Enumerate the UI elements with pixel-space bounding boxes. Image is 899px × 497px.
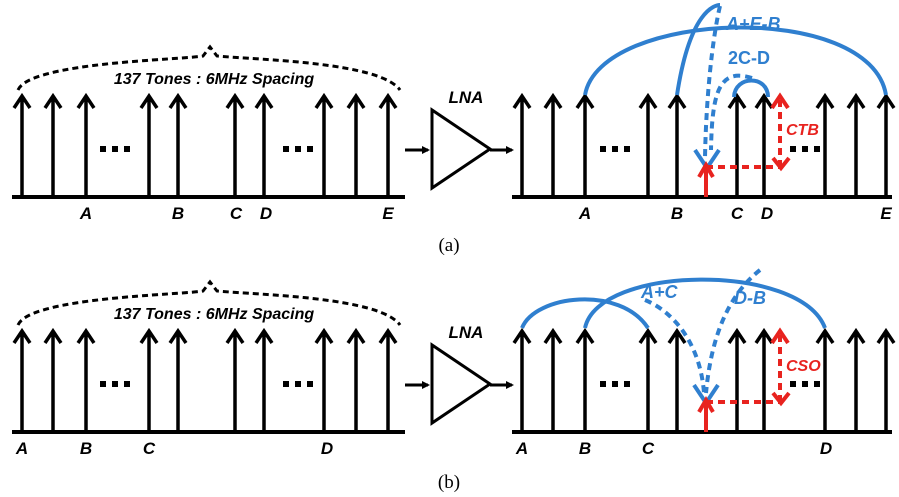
- product-label-a1: A+E-B: [725, 14, 781, 34]
- lna-label-a: LNA: [449, 88, 484, 107]
- tone-arrow: [346, 327, 366, 432]
- distortion-marks-a: [697, 92, 791, 197]
- tone-arrow: [667, 92, 687, 197]
- distortion-label-a: CTB: [786, 122, 819, 139]
- tone-arrow: [815, 92, 835, 197]
- lna-triangle-b: [430, 342, 493, 426]
- tone-arrow: [254, 92, 274, 197]
- ellipsis-b: [100, 381, 313, 387]
- tone-label: A: [515, 439, 528, 458]
- tone-arrow: [314, 327, 334, 432]
- tone-arrow: [754, 92, 774, 197]
- product-dashed-b: [644, 268, 762, 394]
- panel-a: 137 Tones : 6MHz Spacing A B C D E LNA: [12, 3, 896, 256]
- tone-label: E: [382, 204, 394, 223]
- tone-label: A: [578, 204, 591, 223]
- tone-arrow: [815, 327, 835, 432]
- product-dashed-a: [703, 5, 753, 159]
- tone-arrow: [727, 92, 747, 197]
- tone-arrow: [346, 92, 366, 197]
- tone-label: B: [80, 439, 92, 458]
- output-ellipsis-a: [600, 146, 820, 152]
- tone-arrow: [727, 327, 747, 432]
- tone-arrow: [543, 92, 563, 197]
- tone-arrow: [225, 327, 245, 432]
- span-label-b: 137 Tones : 6MHz Spacing: [114, 306, 315, 323]
- tone-arrow: [638, 92, 658, 197]
- tone-arrow: [638, 327, 658, 432]
- tone-label: B: [671, 204, 683, 223]
- caption-b: (b): [438, 472, 460, 493]
- tone-arrow: [12, 92, 32, 197]
- tone-label: C: [230, 204, 243, 223]
- product-arcs-b: [520, 277, 827, 330]
- output-tones-b: [512, 327, 896, 432]
- output-ellipsis-b: [600, 381, 820, 387]
- tone-arrow: [512, 327, 532, 432]
- tone-arrow: [575, 327, 595, 432]
- span-brace-b: [16, 279, 402, 326]
- span-brace-a: [16, 44, 402, 91]
- tone-label: D: [761, 204, 773, 223]
- tone-arrow: [314, 92, 334, 197]
- tone-label: D: [820, 439, 832, 458]
- tone-label: A: [15, 439, 28, 458]
- tone-arrow: [76, 327, 96, 432]
- product-label-b1: A+C: [640, 282, 679, 302]
- arc-b-to-e: [675, 3, 721, 96]
- panel-b: 137 Tones : 6MHz Spacing A B C D LNA: [12, 268, 896, 493]
- tone-label: B: [579, 439, 591, 458]
- tone-label: D: [321, 439, 333, 458]
- tone-arrow: [512, 92, 532, 197]
- tone-arrow: [168, 327, 188, 432]
- tone-arrow: [43, 327, 63, 432]
- tone-arrow: [876, 92, 896, 197]
- arc-a-to-c: [520, 297, 650, 330]
- tone-arrow: [667, 327, 687, 432]
- tone-arrow: [254, 327, 274, 432]
- tone-arrow: [139, 92, 159, 197]
- tone-arrow: [876, 327, 896, 432]
- tone-arrow: [225, 92, 245, 197]
- lna-label-b: LNA: [449, 323, 484, 342]
- lna-triangle-a: [430, 107, 493, 191]
- arc-b-to-d: [583, 277, 827, 329]
- tone-arrow: [846, 327, 866, 432]
- tone-arrow: [168, 92, 188, 197]
- distortion-marks-b: [697, 327, 791, 432]
- arc-c-loop: [732, 78, 770, 98]
- tone-label: C: [143, 439, 156, 458]
- tone-label: E: [880, 204, 892, 223]
- tone-arrow: [378, 92, 398, 197]
- caption-a: (a): [438, 235, 459, 256]
- product-arcs-a: [583, 3, 888, 98]
- tone-arrow: [543, 327, 563, 432]
- tone-arrow: [12, 327, 32, 432]
- tone-arrow: [575, 92, 595, 197]
- span-label-a: 137 Tones : 6MHz Spacing: [114, 71, 315, 88]
- input-tones-a: [12, 92, 398, 197]
- arc-a-to-e: [583, 25, 888, 96]
- tone-label: B: [172, 204, 184, 223]
- product-label-a2: 2C-D: [728, 48, 770, 68]
- tone-label: A: [79, 204, 92, 223]
- tone-label: C: [731, 204, 744, 223]
- output-tones-a: [512, 92, 896, 197]
- tone-arrow: [43, 92, 63, 197]
- tone-arrow: [76, 92, 96, 197]
- distortion-label-b: CSO: [786, 358, 821, 375]
- tone-arrow: [139, 327, 159, 432]
- ellipsis-a: [100, 146, 313, 152]
- tone-label: C: [642, 439, 655, 458]
- product-label-b2: D-B: [734, 288, 766, 308]
- input-tones-b: [12, 327, 398, 432]
- tone-arrow: [378, 327, 398, 432]
- tone-arrow: [754, 327, 774, 432]
- tone-arrow: [846, 92, 866, 197]
- tone-label: D: [260, 204, 272, 223]
